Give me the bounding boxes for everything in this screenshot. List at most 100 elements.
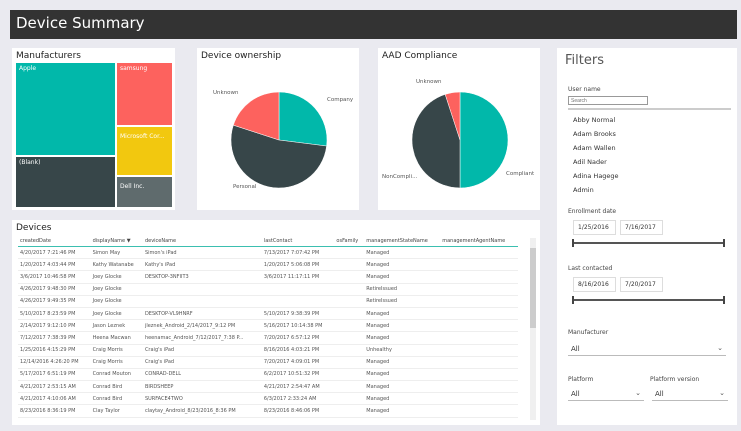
table-cell-lastContact: 8/16/2016 4:03:21 PM	[261, 344, 335, 357]
table-cell-createdDate: 4/20/2017 7:21:46 PM	[18, 246, 91, 260]
pie-slice-company[interactable]	[278, 91, 328, 147]
pie-slice-compliant[interactable]	[459, 91, 509, 189]
platform-version-dropdown[interactable]: All ⌄	[652, 388, 728, 401]
pie-slice-personal[interactable]	[230, 124, 327, 189]
pie-slice-unknown[interactable]	[233, 91, 280, 141]
pie-label-compliant: Compliant	[506, 171, 535, 177]
pie-slice-unknown[interactable]	[444, 91, 461, 141]
manufacturers-panel: Manufacturers Apple samsung Microsoft Co…	[12, 48, 175, 210]
table-cell-osFamily	[334, 283, 365, 296]
table-cell-deviceName	[142, 283, 262, 296]
table-cell-deviceName: CONRAD-DELL	[142, 368, 262, 382]
table-cell-displayName: Conrad Bird	[90, 392, 143, 406]
enrollment-date-label: Enrollment date	[568, 208, 617, 215]
table-cell-createdDate: 5/10/2017 8:23:59 PM	[18, 307, 91, 321]
table-row[interactable]: 2/14/2017 9:12:10 PM Jason Leznek jleznek_…	[18, 319, 518, 333]
table-row[interactable]: 4/26/2017 9:49:35 PM Joey Glocke RetireIss…	[18, 295, 518, 308]
pie-slice-noncompli[interactable]	[411, 94, 461, 189]
table-cell-deviceName: Simon's iPad	[142, 246, 262, 260]
contacted-end-input[interactable]: 7/20/2017	[620, 277, 663, 292]
user-list-item[interactable]: Admin	[573, 186, 594, 192]
platform-version-value: All	[655, 390, 664, 398]
treemap-tile-microsoft[interactable]: Microsoft Cor...	[116, 126, 173, 176]
table-row[interactable]: 4/26/2017 9:48:30 PM Joey Glocke RetireIss…	[18, 283, 518, 296]
page-title: Device Summary	[10, 10, 737, 39]
table-cell-createdDate: 8/23/2016 8:36:19 PM	[18, 404, 91, 418]
enrollment-slider[interactable]	[573, 242, 725, 244]
treemap-tile-dell[interactable]: Dell Inc.	[116, 176, 173, 208]
table-cell-osFamily	[334, 368, 365, 382]
treemap-tile-apple[interactable]: Apple	[15, 62, 116, 156]
platform-label: Platform	[568, 376, 594, 383]
user-list-item[interactable]: Adil Nader	[573, 158, 607, 166]
devices-table: createdDate displayName ▼ deviceName lastCo…	[18, 236, 518, 418]
table-cell-displayName: Joey Glocke	[90, 307, 143, 321]
column-header-deviceName[interactable]: deviceName	[142, 236, 262, 247]
table-row[interactable]: 1/20/2017 4:03:44 PM Kathy Watanabe Kathy'…	[18, 258, 518, 272]
column-header-createdDate[interactable]: createdDate	[18, 236, 91, 247]
ownership-panel: Device ownership Company Personal Unknow…	[197, 48, 359, 210]
manufacturer-dropdown[interactable]: All ⌄	[568, 343, 726, 356]
table-cell-deviceName: Craig's iPad	[142, 344, 262, 357]
table-cell-createdDate: 12/14/2016 4:26:20 PM	[18, 356, 91, 369]
pie-label-unknown: Unknown	[213, 90, 239, 96]
table-cell-lastContact: 7/20/2017 4:09:01 PM	[261, 356, 335, 369]
treemap-tile-samsung[interactable]: samsung	[116, 62, 173, 126]
table-row[interactable]: 12/14/2016 4:26:20 PM Craig Morris Craig's…	[18, 356, 518, 369]
scrollbar-thumb[interactable]	[530, 248, 536, 328]
user-list-item[interactable]: Adina Hagege	[573, 172, 619, 180]
table-cell-lastContact: 8/23/2016 8:46:06 PM	[261, 404, 335, 418]
column-header-lastContact[interactable]: lastContact	[261, 236, 335, 247]
enrollment-slider-start-handle[interactable]	[572, 239, 574, 247]
user-list: Abby Normal Adam Brooks Adam Wallen Adil Na…	[573, 116, 723, 192]
table-cell-displayName: Jason Leznek	[90, 319, 143, 333]
table-row[interactable]: 5/10/2017 8:23:59 PM Joey Glocke DESKTOP-V…	[18, 307, 518, 321]
table-row[interactable]: 4/20/2017 7:21:46 PM Simon May Simon's iPa…	[18, 246, 518, 260]
table-row[interactable]: 8/23/2016 8:36:19 PM Clay Taylor claytay_A…	[18, 404, 518, 418]
table-cell-createdDate: 1/25/2016 4:15:29 PM	[18, 344, 91, 357]
table-row[interactable]: 4/21/2017 4:10:06 AM Conrad Bird SURFACE4T…	[18, 392, 518, 406]
user-list-item[interactable]: Adam Wallen	[573, 144, 616, 152]
column-header-displayName[interactable]: displayName ▼	[90, 236, 143, 247]
contacted-start-input[interactable]: 8/16/2016	[573, 277, 616, 292]
table-row[interactable]: 7/12/2017 7:38:39 PM Heena Macwan heenamac…	[18, 331, 518, 345]
pie-label-noncompliant: NonCompli...	[382, 174, 418, 180]
compliance-pie	[411, 91, 509, 189]
table-cell-managementAgentName	[440, 404, 518, 418]
table-cell-osFamily	[334, 392, 365, 406]
table-cell-managementStateName: Managed	[364, 319, 441, 333]
contacted-slider-end-handle[interactable]	[723, 296, 725, 304]
table-scrollbar[interactable]	[530, 238, 536, 420]
table-cell-osFamily	[334, 344, 365, 357]
enrollment-start-input[interactable]: 1/25/2016	[573, 220, 616, 235]
user-list-item[interactable]: Abby Normal	[573, 116, 616, 124]
column-header-managementAgentName[interactable]: managementAgentName	[440, 236, 518, 247]
manufacturer-label: Manufacturer	[568, 329, 609, 336]
sort-descending-icon[interactable]: ▼	[125, 238, 131, 244]
column-header-osFamily[interactable]: osFamily	[334, 236, 365, 247]
user-search-input[interactable]	[568, 96, 648, 105]
column-header-managementStateName[interactable]: managementStateName	[364, 236, 441, 247]
table-cell-managementAgentName	[440, 258, 518, 272]
table-row[interactable]: 5/17/2017 6:51:19 PM Conrad Mouton CONRAD-…	[18, 368, 518, 382]
contacted-slider[interactable]	[573, 299, 725, 301]
table-cell-deviceName: claytay_Android_8/23/2016_8:36 PM	[142, 404, 262, 418]
user-list-item[interactable]: Adam Brooks	[573, 130, 616, 138]
table-cell-lastContact	[261, 283, 335, 296]
enrollment-slider-end-handle[interactable]	[723, 239, 725, 247]
divider	[568, 108, 731, 110]
table-row[interactable]: 1/25/2016 4:15:29 PM Craig Morris Craig's …	[18, 344, 518, 357]
table-cell-managementStateName: Managed	[364, 246, 441, 260]
treemap-tile-blank[interactable]: (Blank)	[15, 156, 116, 208]
table-cell-managementStateName: Managed	[364, 404, 441, 418]
platform-dropdown[interactable]: All ⌄	[568, 388, 644, 401]
enrollment-end-input[interactable]: 7/16/2017	[620, 220, 663, 235]
contacted-slider-start-handle[interactable]	[572, 296, 574, 304]
table-row[interactable]: 4/21/2017 2:53:15 AM Conrad Bird BIRDSHEEP…	[18, 380, 518, 394]
table-row[interactable]: 3/6/2017 10:46:58 PM Joey Glocke DESKTOP-3…	[18, 270, 518, 284]
table-cell-osFamily	[334, 307, 365, 321]
table-cell-createdDate: 5/17/2017 6:51:19 PM	[18, 368, 91, 382]
table-cell-osFamily	[334, 246, 365, 260]
table-cell-managementAgentName	[440, 344, 518, 357]
table-cell-managementAgentName	[440, 331, 518, 345]
